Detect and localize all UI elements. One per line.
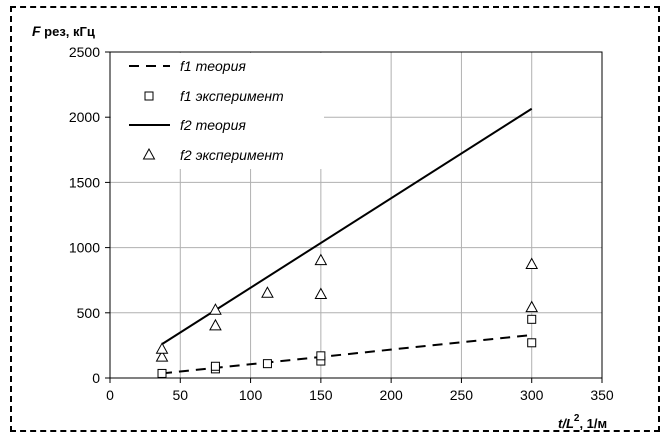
y-tick-label: 2500 xyxy=(69,44,100,60)
y-tick-label: 2000 xyxy=(69,109,100,125)
data-point-triangle xyxy=(314,253,328,266)
legend-label: f2 эксперимент xyxy=(180,147,284,163)
plot-area xyxy=(109,51,603,379)
y-tick-label: 500 xyxy=(77,305,101,321)
x-axis-label-sup: 2 xyxy=(574,413,580,424)
data-point-triangle xyxy=(209,318,222,331)
tick-labels: 0 50 100 150 200 250 300 350 0 500 1000 1500 2000 250… xyxy=(69,44,614,403)
data-point-square xyxy=(316,351,326,361)
y-tick-label: 1000 xyxy=(69,240,100,256)
y-axis-label-main: F xyxy=(32,23,41,39)
data-point-square xyxy=(210,361,220,371)
x-tick-label: 150 xyxy=(309,387,333,403)
series-line xyxy=(161,333,532,375)
x-tick-label: 100 xyxy=(239,387,263,403)
x-axis-label-main: t/L xyxy=(558,416,574,431)
x-tick-label: 250 xyxy=(450,387,474,403)
legend-label: f2 теория xyxy=(180,117,246,133)
data-point-triangle xyxy=(525,257,539,270)
legend-box xyxy=(111,53,324,169)
x-axis-label: t/L2, 1/м xyxy=(558,413,607,431)
legend-label: f1 теория xyxy=(180,58,246,74)
y-tick-label: 1500 xyxy=(69,174,100,190)
data-point-square xyxy=(527,338,537,348)
data-point-square xyxy=(157,368,167,378)
data-point-square xyxy=(527,314,537,324)
legend-label: f1 эксперимент xyxy=(180,88,284,104)
x-tick-label: 300 xyxy=(520,387,544,403)
data-point-square xyxy=(262,359,272,369)
data-point-triangle xyxy=(155,350,169,362)
data-point-triangle xyxy=(155,342,169,354)
x-axis-label-unit: , 1/м xyxy=(579,416,607,431)
y-axis-label: F рез, кГц xyxy=(32,23,95,39)
legend-marker-square xyxy=(144,91,154,101)
x-tick-label: 0 xyxy=(106,387,114,403)
y-tick-label: 0 xyxy=(92,370,100,386)
data-point-triangle xyxy=(261,286,274,298)
data-point-triangle xyxy=(314,287,328,300)
dashed-frame xyxy=(10,6,660,432)
x-tick-label: 200 xyxy=(379,387,403,403)
x-tick-label: 350 xyxy=(590,387,614,403)
legend: f1 теория f1 эксперимент f2 теория f2 экспе… xyxy=(129,58,284,163)
data-point-triangle xyxy=(525,300,539,313)
series-layer xyxy=(155,107,539,378)
legend-marker-triangle xyxy=(142,147,156,160)
series-line xyxy=(161,107,533,345)
data-point-triangle xyxy=(209,303,222,315)
y-axis-label-sub: рез, кГц xyxy=(41,24,95,39)
x-tick-label: 50 xyxy=(172,387,188,403)
